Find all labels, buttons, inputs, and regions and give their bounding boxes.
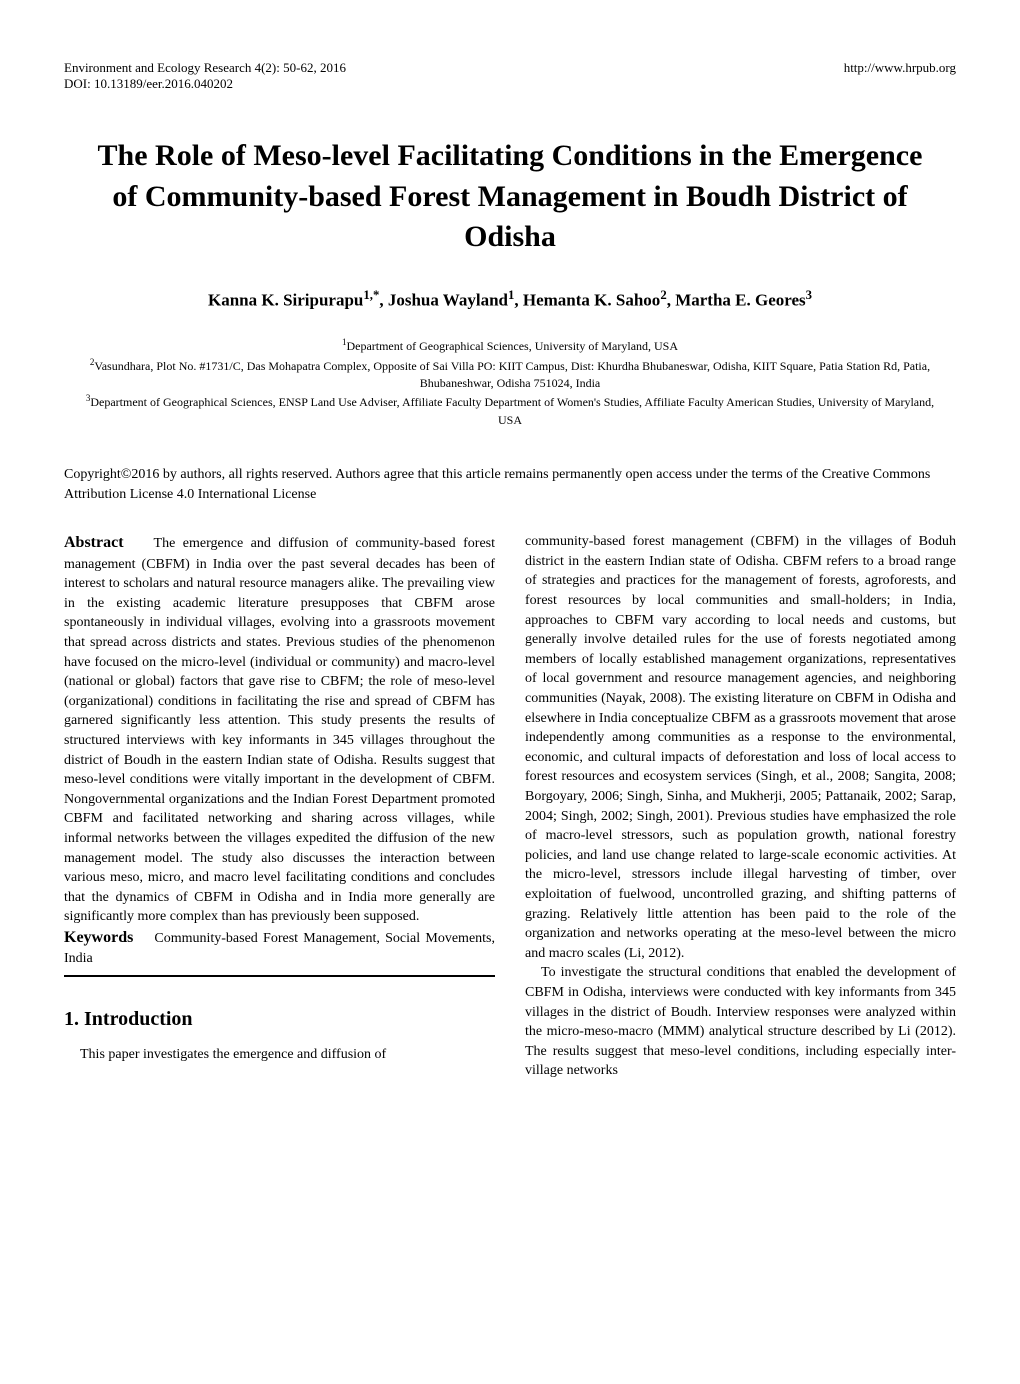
intro-para-right-2: To investigate the structural conditions…: [525, 963, 956, 1081]
abstract-paragraph: Abstract The emergence and diffusion of …: [64, 532, 495, 927]
publisher-url: http://www.hrpub.org: [844, 60, 956, 76]
page-header: Environment and Ecology Research 4(2): 5…: [64, 60, 956, 92]
authors-line: Kanna K. Siripurapu1,*, Joshua Wayland1,…: [64, 288, 956, 311]
affiliations-block: 1Department of Geographical Sciences, Un…: [64, 336, 956, 429]
abstract-text: The emergence and diffusion of community…: [64, 536, 495, 924]
keywords-paragraph: Keywords Community-based Forest Manageme…: [64, 927, 495, 969]
left-column: Abstract The emergence and diffusion of …: [64, 532, 495, 1081]
header-right: http://www.hrpub.org: [844, 60, 956, 92]
abstract-label: Abstract: [64, 534, 124, 551]
paper-title: The Role of Meso-level Facilitating Cond…: [64, 136, 956, 258]
two-column-body: Abstract The emergence and diffusion of …: [64, 532, 956, 1081]
section-1-heading: 1. Introduction: [64, 1005, 495, 1033]
copyright-notice: Copyright©2016 by authors, all rights re…: [64, 465, 956, 504]
intro-para-right-1: community-based forest management (CBFM)…: [525, 532, 956, 963]
affiliation-3: 3Department of Geographical Sciences, EN…: [74, 392, 946, 429]
doi-text: DOI: 10.13189/eer.2016.040202: [64, 76, 346, 92]
affiliation-1: 1Department of Geographical Sciences, Un…: [74, 336, 946, 355]
journal-ref: Environment and Ecology Research 4(2): 5…: [64, 60, 346, 76]
intro-para-left: This paper investigates the emergence an…: [64, 1045, 495, 1065]
right-column: community-based forest management (CBFM)…: [525, 532, 956, 1081]
section-divider: [64, 975, 495, 977]
header-left: Environment and Ecology Research 4(2): 5…: [64, 60, 346, 92]
affiliation-2: 2Vasundhara, Plot No. #1731/C, Das Mohap…: [74, 356, 946, 393]
keywords-label: Keywords: [64, 929, 133, 946]
